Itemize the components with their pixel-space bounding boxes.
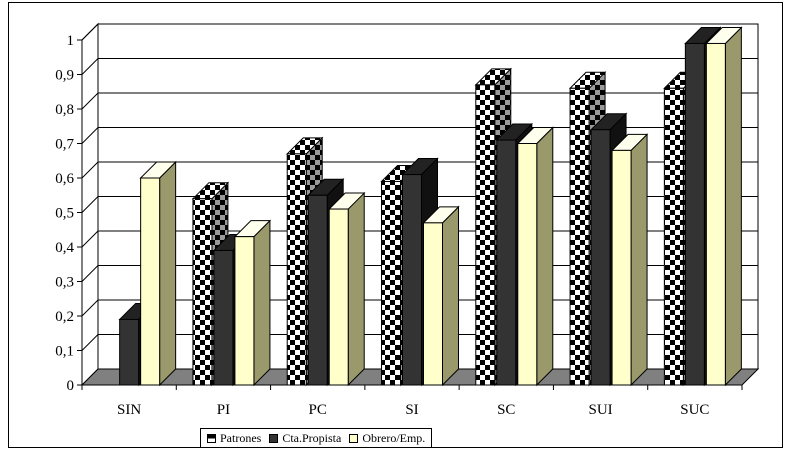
- bar-obrero-emp-sui: [610, 133, 649, 387]
- legend-label-cta-propista: Cta.Propista: [282, 430, 342, 445]
- gridline-side: [81, 58, 99, 75]
- y-tick-label: 1: [67, 33, 75, 49]
- gridline-side: [81, 265, 99, 282]
- x-tick-label-sin: SIN: [117, 402, 141, 418]
- y-tick-label: 0,5: [55, 206, 74, 222]
- gridline-side: [81, 196, 99, 213]
- gridline-side: [81, 230, 99, 248]
- y-tick-label: 0: [67, 378, 75, 394]
- y-tick-label: 0,7: [55, 137, 74, 153]
- y-tick-label: 0,6: [55, 171, 74, 187]
- x-tick-label-sui: SUI: [588, 402, 612, 418]
- x-tick-label-pi: PI: [217, 402, 230, 418]
- x-tick-label-sc: SC: [497, 402, 515, 418]
- y-tick-label: 0,8: [55, 102, 74, 118]
- y-tick-label: 0,1: [55, 344, 74, 360]
- legend-item-obrero-emp: Obrero/Emp.: [349, 431, 425, 446]
- legend-label-patrones: Patrones: [220, 430, 262, 445]
- y-tick-label: 0,9: [55, 68, 74, 84]
- x-tick-label-suc: SUC: [680, 402, 709, 418]
- y-tick-label: 0,2: [55, 309, 74, 325]
- bar-obrero-emp-pi: [233, 219, 272, 387]
- gridline-side: [81, 334, 99, 351]
- gridline-side: [81, 161, 99, 179]
- x-tick-label-si: SI: [405, 402, 418, 418]
- bars: [118, 26, 743, 387]
- y-tick-label: 0,4: [55, 240, 74, 256]
- bar-obrero-emp-suc: [705, 26, 743, 387]
- legend-item-patrones: Patrones: [207, 431, 261, 446]
- gridline-side: [81, 299, 99, 317]
- legend-label-obrero-emp: Obrero/Emp.: [362, 430, 426, 445]
- legend-swatch-cta-propista: [269, 433, 279, 443]
- bar-obrero-emp-si: [422, 205, 460, 387]
- gridline-side: [81, 23, 99, 41]
- legend-swatch-obrero-emp: [349, 433, 359, 443]
- bar-obrero-emp-sc: [516, 126, 554, 387]
- bar-obrero-emp-pc: [328, 191, 366, 387]
- legend: Patrones Cta.Propista Obrero/Emp.: [200, 428, 433, 448]
- gridline-side: [81, 127, 99, 144]
- gridline-side: [81, 92, 99, 110]
- axes: 0 0,1 0,2 0,3 0,4 0,5 0,6 0,7 0,8 0,9 1 SIN PI PC SI SC…: [55, 33, 743, 418]
- legend-item-cta-propista: Cta.Propista: [269, 431, 341, 446]
- legend-swatch-patrones: [207, 433, 216, 443]
- bar-obrero-emp-sin: [139, 160, 177, 387]
- x-tick-label-pc: PC: [309, 402, 327, 418]
- y-tick-label: 0,3: [55, 275, 74, 291]
